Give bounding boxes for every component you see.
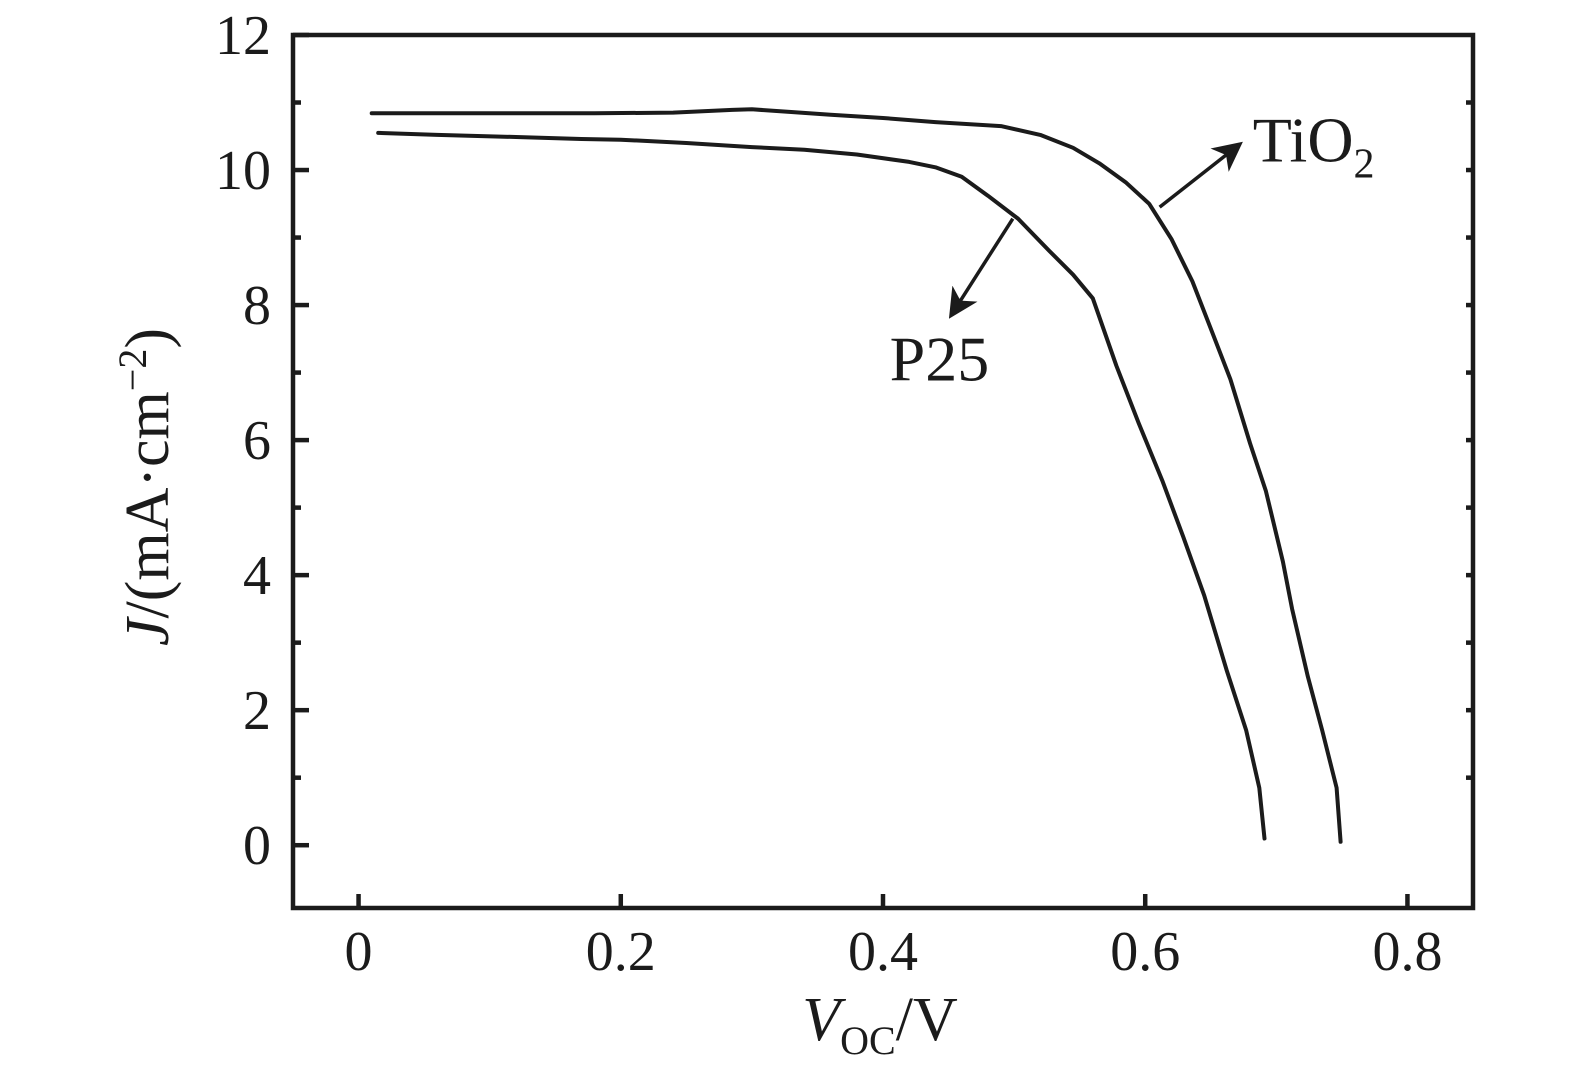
annotation-p25-label: P25 — [890, 324, 990, 395]
annotation-tio2-subscript: 2 — [1354, 141, 1375, 187]
y-right-ticks — [1466, 100, 1473, 780]
y-axis-unit-post: ) — [114, 328, 182, 349]
annotation-tio2-label: TiO2 — [1253, 104, 1375, 187]
y-tick-labels: 0 2 4 6 8 10 12 — [215, 5, 271, 877]
annotation-arrow-p25 — [948, 217, 1015, 319]
x-major-ticks — [356, 894, 1410, 908]
x-tick-label: 0.4 — [848, 921, 918, 983]
y-axis-exponent: −2 — [110, 349, 155, 392]
series-line-tio2 — [369, 107, 1343, 844]
x-axis-var: V — [802, 986, 846, 1054]
series-line-p25 — [376, 130, 1267, 841]
annotation-tio2-text: TiO — [1253, 104, 1354, 175]
x-tick-label: 0.8 — [1372, 921, 1442, 983]
x-axis-subscript: OC — [840, 1018, 896, 1063]
y-tick-label: 2 — [243, 680, 271, 742]
y-tick-label: 6 — [243, 410, 271, 472]
series-lines — [369, 107, 1343, 844]
x-tick-label: 0.6 — [1110, 921, 1180, 983]
y-axis-title: J/(mA·cm−2) — [110, 328, 182, 646]
y-tick-label: 10 — [215, 140, 271, 202]
y-tick-label: 0 — [243, 815, 271, 877]
x-tick-label: 0 — [345, 921, 373, 983]
y-major-ticks — [293, 32, 309, 848]
x-tick-label: 0.2 — [586, 921, 656, 983]
annotation-arrows — [948, 141, 1243, 319]
y-axis-var: J — [114, 616, 182, 646]
annotation-arrow-tio2 — [1158, 141, 1243, 209]
x-axis-title: VOC/V — [802, 986, 958, 1063]
y-tick-label: 4 — [243, 545, 271, 607]
y-axis-unit-pre: /(mA·cm — [114, 391, 182, 618]
y-tick-label: 12 — [215, 5, 271, 67]
y-tick-label: 8 — [243, 275, 271, 337]
y-minor-ticks — [293, 100, 301, 780]
x-axis-unit: /V — [896, 986, 958, 1054]
x-tick-labels: 0 0.2 0.4 0.6 0.8 — [345, 921, 1443, 983]
